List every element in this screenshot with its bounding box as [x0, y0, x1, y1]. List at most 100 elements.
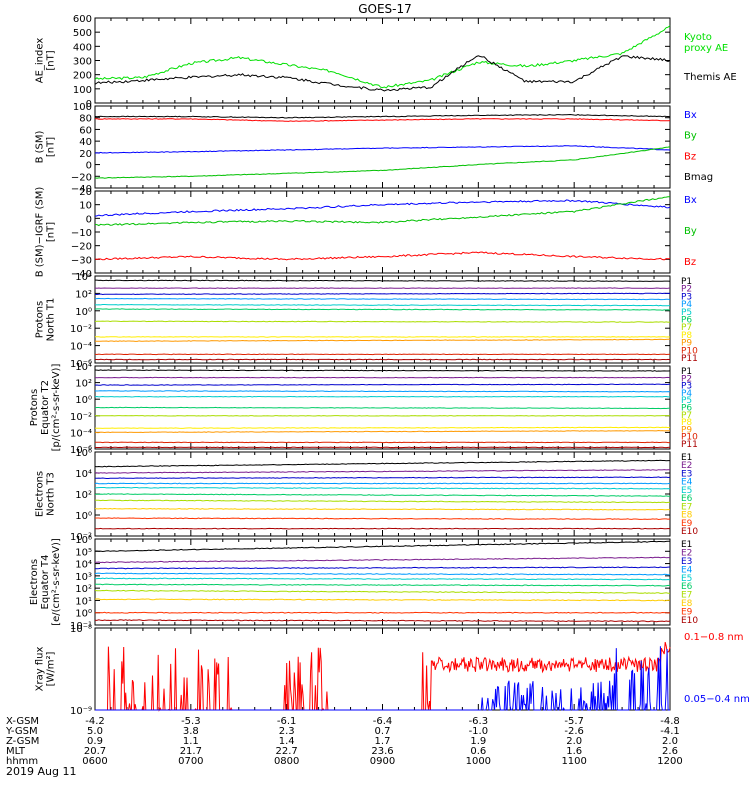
series-line [95, 279, 671, 282]
panel-xray: 10⁻⁸ 10⁻⁹ Xray flux[W/m²] 0.1−0.8 nm 0.05−0.… [35, 624, 750, 717]
y-axis-label: ElectronsEquator T4[e/(cm²-s-sr-keV)] [29, 538, 62, 626]
series-line [94, 395, 670, 398]
series-line [94, 517, 671, 521]
y-tick-label: 10³ [75, 572, 92, 583]
legend-entry: P2 [681, 285, 692, 295]
y-axis-label: B (SM)[nT] [35, 130, 57, 163]
y-axis-label-line: [nT] [46, 137, 57, 157]
legend-entry: P4 [681, 389, 692, 399]
legend-entry: Kyoto [684, 32, 712, 43]
footer-value: 3.8 [183, 726, 199, 737]
series-line [95, 336, 671, 338]
legend-entry: E2 [681, 548, 692, 558]
y-tick-label: 10⁻² [70, 324, 92, 335]
legend-entry: P3 [681, 382, 692, 392]
y-tick-label: 10¹ [75, 596, 92, 607]
legend-entry: E3 [681, 469, 692, 479]
y-tick-label: 10⁻⁴ [70, 428, 92, 439]
y-tick-label: 10⁻² [70, 532, 92, 543]
series-line [94, 145, 671, 154]
y-tick-label: 10 [79, 201, 92, 212]
footer-row-label: Y-GSM [5, 726, 38, 737]
series-line [421, 641, 671, 711]
legend-entry: E10 [681, 527, 698, 537]
series-line [94, 292, 670, 296]
y-tick-label: 10² [75, 490, 92, 501]
series-line [94, 499, 671, 504]
footer-value: -5.7 [564, 716, 584, 727]
y-axis-label-line: Electrons [29, 559, 40, 605]
footer-value: 23.6 [371, 746, 393, 757]
y-tick-label: 10⁴ [75, 469, 92, 480]
footer-value: 22.7 [276, 746, 298, 757]
legend-entry: E5 [681, 574, 692, 584]
series-line [94, 376, 671, 379]
legend-entry: Bz [684, 151, 696, 162]
footer-value: -4.2 [85, 716, 105, 727]
y-tick-label: 10⁻⁴ [70, 342, 92, 353]
series-line [95, 358, 671, 361]
footer-value: 2.0 [566, 736, 582, 747]
legend-entry: Themis AE [683, 72, 737, 83]
plot-title: GOES-17 [358, 2, 412, 16]
legend-entry: P11 [681, 354, 698, 364]
legend: Bx By Bz [684, 195, 697, 268]
footer-value: -2.6 [564, 726, 584, 737]
y-tick-label: 10⁰ [75, 609, 92, 620]
y-tick-label: 10⁴ [75, 272, 92, 283]
legend-entry: P1 [681, 367, 692, 377]
series-line [94, 353, 671, 356]
series-line [94, 390, 671, 393]
footer-value: 1200 [657, 756, 682, 767]
y-tick-label: 10⁰ [75, 511, 92, 522]
series-line [94, 320, 671, 323]
y-tick-label: 10² [75, 584, 92, 595]
y-tick-label: 10⁰ [75, 307, 92, 318]
legend-entry: 0.1−0.8 nm [684, 632, 743, 643]
legend-entry: E1 [681, 453, 692, 463]
legend-entry: P7 [681, 411, 692, 421]
y-tick-label: −30 [71, 255, 92, 266]
legend-entry: E8 [681, 511, 693, 521]
series-line [95, 118, 671, 122]
footer-row-label: Z-GSM [6, 736, 39, 747]
legend-entry: proxy AE [684, 43, 728, 54]
series-line [94, 459, 670, 468]
footer-value: 5.0 [87, 726, 103, 737]
series-line [95, 527, 671, 530]
series-line [94, 598, 671, 602]
y-axis-label-line: [nT] [46, 222, 57, 242]
y-tick-label: 10⁴ [75, 362, 92, 373]
series-line [94, 146, 671, 179]
series-line [94, 619, 671, 623]
footer-value: 0600 [82, 756, 107, 767]
legend-entry: By [684, 131, 697, 142]
y-tick-label: 10⁶ [75, 535, 92, 546]
y-tick-label: 20 [79, 187, 92, 198]
y-tick-label: 10⁻¹ [70, 621, 92, 632]
y-tick-label: 20 [79, 149, 92, 160]
y-tick-label: 100 [73, 102, 92, 113]
y-tick-label: 0 [86, 99, 92, 110]
footer-value: -6.4 [373, 716, 393, 727]
series-line [95, 476, 671, 479]
legend-entry: Bx [684, 195, 697, 206]
footer-value: 1100 [561, 756, 586, 767]
y-tick-label: 10⁻⁶ [70, 445, 92, 456]
footer-value: 0800 [274, 756, 299, 767]
panel-frame [94, 275, 671, 364]
footer-value: 2.0 [662, 736, 678, 747]
y-tick-label: 0 [86, 161, 92, 172]
legend-entry: E1 [681, 540, 692, 550]
series-line [94, 507, 671, 511]
footer-value: -5.3 [181, 716, 201, 727]
footer-value: 1000 [466, 756, 491, 767]
series-line [95, 646, 670, 711]
y-axis-label: ElectronsNorth T3 [35, 471, 57, 517]
legend-entry: P4 [681, 300, 692, 310]
